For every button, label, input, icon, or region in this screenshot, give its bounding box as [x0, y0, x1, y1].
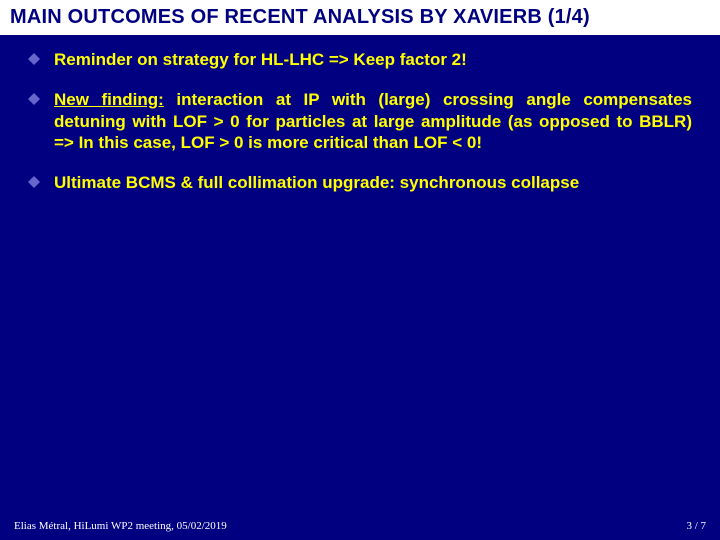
diamond-bullet-icon: [28, 176, 40, 188]
bullet-text: Ultimate BCMS & full collimation upgrade…: [54, 172, 692, 194]
bullet-text: New finding: interaction at IP with (lar…: [54, 89, 692, 154]
footer-page-number: 3 / 7: [686, 520, 706, 532]
bullet-item: Ultimate BCMS & full collimation upgrade…: [28, 172, 692, 194]
footer-left: Elias Métral, HiLumi WP2 meeting, 05/02/…: [14, 520, 227, 532]
slide-title: MAIN OUTCOMES OF RECENT ANALYSIS BY XAVI…: [10, 6, 710, 29]
bullet-text: Reminder on strategy for HL-LHC => Keep …: [54, 49, 692, 71]
diamond-bullet-icon: [28, 53, 40, 65]
title-bar: MAIN OUTCOMES OF RECENT ANALYSIS BY XAVI…: [0, 0, 720, 35]
diamond-bullet-icon: [28, 93, 40, 105]
bullet-item: New finding: interaction at IP with (lar…: [28, 89, 692, 154]
slide-content: Reminder on strategy for HL-LHC => Keep …: [0, 35, 720, 194]
slide-footer: Elias Métral, HiLumi WP2 meeting, 05/02/…: [0, 520, 720, 532]
bullet-underlined-prefix: New finding:: [54, 90, 164, 109]
bullet-item: Reminder on strategy for HL-LHC => Keep …: [28, 49, 692, 71]
